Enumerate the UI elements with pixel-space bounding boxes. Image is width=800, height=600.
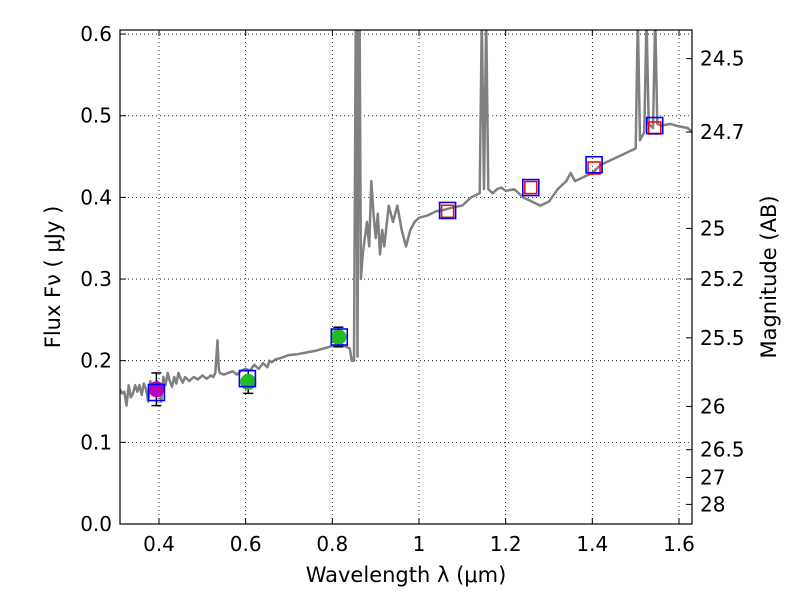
sed-model-line <box>120 30 692 407</box>
y-tick-label: 0.4 <box>80 185 112 209</box>
observed-point <box>524 180 538 195</box>
y-tick-label: 0.6 <box>80 22 112 46</box>
right-tick-label: 25.5 <box>700 326 745 350</box>
x-tick-label: 1.6 <box>663 532 695 556</box>
model-point <box>238 369 257 388</box>
model-point <box>521 178 540 197</box>
model-point <box>147 383 166 402</box>
axis-ticks <box>120 30 692 525</box>
x-tick-label: 1.2 <box>490 532 522 556</box>
right-tick-label: 24.7 <box>700 120 745 144</box>
x-tick-label: 1 <box>413 532 426 556</box>
observed-point <box>587 161 601 175</box>
model-point <box>585 155 603 174</box>
plot-background <box>120 30 692 524</box>
observed-point <box>440 204 455 219</box>
y-tick-label: 0.0 <box>80 512 112 536</box>
model-point <box>438 201 457 220</box>
y-tick-label: 0.2 <box>80 349 112 373</box>
y-right-axis-label: Magnitude (AB) <box>757 195 781 358</box>
right-tick-label: 27 <box>700 465 725 489</box>
right-tick-label: 26 <box>700 394 725 418</box>
x-tick-label: 0.4 <box>143 532 175 556</box>
plot-frame <box>119 29 693 525</box>
model-point <box>645 116 664 135</box>
y-tick-label: 0.5 <box>80 104 112 128</box>
observed-point <box>240 373 257 390</box>
right-tick-label: 26.5 <box>700 438 745 462</box>
right-tick-label: 25.2 <box>700 267 745 291</box>
plot-layer <box>120 30 692 407</box>
y-tick-label: 0.3 <box>80 267 112 291</box>
observed-point <box>148 381 165 398</box>
x-tick-label: 0.8 <box>316 532 348 556</box>
y-tick-label: 0.1 <box>80 430 112 454</box>
right-tick-label: 25 <box>700 216 725 240</box>
x-tick-label: 0.6 <box>230 532 262 556</box>
x-axis-label: Wavelength λ (μm) <box>306 563 507 587</box>
right-tick-label: 24.5 <box>700 47 745 71</box>
right-tick-label: 28 <box>700 492 725 516</box>
observed-point <box>330 329 347 346</box>
tick-labels: 0.4 0.6 0.8 1 1.2 1.4 1.6 0.0 0.1 0.2 0.3 0.4 0.5 0.6… <box>80 22 744 556</box>
model-point <box>330 328 349 346</box>
y-axis-label: Flux Fν ( μJy ) <box>41 206 65 349</box>
x-tick-label: 1.4 <box>576 532 608 556</box>
